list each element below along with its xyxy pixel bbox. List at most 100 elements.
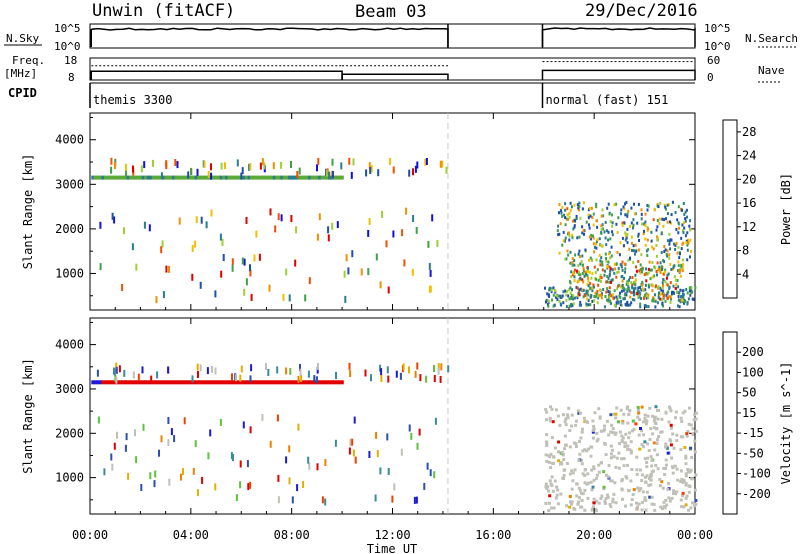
range-cell <box>692 418 696 422</box>
range-cell <box>579 262 582 266</box>
range-cell <box>650 458 654 462</box>
range-cell <box>349 438 352 446</box>
range-cell <box>623 221 626 225</box>
range-cell <box>682 241 685 245</box>
range-cell <box>557 450 560 454</box>
range-cell <box>632 244 635 248</box>
range-cell <box>669 247 672 251</box>
range-cell <box>587 447 591 451</box>
range-cell <box>426 462 429 470</box>
range-cell <box>164 175 168 180</box>
range-cell <box>563 239 566 243</box>
range-cell <box>641 282 644 286</box>
range-cell <box>693 450 697 454</box>
range-cell <box>154 175 158 180</box>
range-cell <box>626 289 629 293</box>
cpid-label: CPID <box>8 86 37 100</box>
range-cell <box>679 252 681 256</box>
range-cell <box>296 484 299 492</box>
range-cell <box>98 175 102 180</box>
range-cell <box>686 231 689 235</box>
range-cell <box>607 202 610 206</box>
range-cell <box>315 376 318 384</box>
range-cell <box>544 286 546 290</box>
range-cell <box>577 458 581 462</box>
range-cell <box>222 254 225 261</box>
range-cell <box>593 265 596 269</box>
range-cell <box>324 459 327 466</box>
range-cell <box>620 212 622 216</box>
range-cell <box>611 230 614 234</box>
range-cell <box>661 302 664 306</box>
range-cell <box>425 375 428 383</box>
range-cell <box>636 408 640 412</box>
range-cell <box>646 272 649 276</box>
range-cell <box>602 470 606 474</box>
range-cell <box>144 380 148 385</box>
range-cell <box>578 452 582 456</box>
range-cell <box>347 267 350 275</box>
range-cell <box>662 283 664 287</box>
range-cell <box>679 469 683 473</box>
range-cell <box>245 380 248 385</box>
range-cell <box>548 294 551 298</box>
date-label: 29/Dec/2016 <box>585 1 698 21</box>
range-cell <box>207 452 210 460</box>
range-cell <box>636 415 640 419</box>
range-cell <box>177 380 180 385</box>
range-cell <box>561 243 564 247</box>
range-cell <box>259 162 262 170</box>
range-cell <box>680 295 682 299</box>
range-cell <box>288 294 291 302</box>
range-cell <box>669 220 671 224</box>
range-cell <box>559 302 562 306</box>
range-cell <box>167 366 170 374</box>
range-cell <box>310 380 314 385</box>
range-cell <box>562 239 565 243</box>
range-cell <box>682 295 685 299</box>
range-cell <box>231 258 234 266</box>
range-cell <box>678 222 681 226</box>
range-cell <box>389 157 392 165</box>
range-cell <box>658 217 661 221</box>
range-cell <box>562 473 566 477</box>
range-cell <box>670 213 673 217</box>
range-cell <box>594 271 597 274</box>
range-cell <box>647 305 650 308</box>
range-cell <box>191 375 194 383</box>
range-cell <box>581 278 584 282</box>
range-cell <box>262 380 266 385</box>
range-cell <box>298 175 301 180</box>
range-cell <box>671 432 675 436</box>
range-cell <box>671 267 674 271</box>
range-cell <box>683 221 686 225</box>
range-cell <box>141 175 145 180</box>
range-cell <box>639 427 642 430</box>
range-cell <box>307 370 310 378</box>
range-cell <box>393 483 396 491</box>
range-cell <box>607 464 611 467</box>
range-cell <box>551 489 555 493</box>
range-cell <box>587 213 590 217</box>
range-cell <box>630 301 633 305</box>
range-cell <box>386 433 389 441</box>
range-cell <box>267 369 270 376</box>
range-cell <box>253 254 256 262</box>
range-cell <box>609 456 613 460</box>
range-cell <box>335 175 339 180</box>
range-cell <box>629 295 632 299</box>
range-cell <box>631 493 635 497</box>
range-cell <box>552 293 555 297</box>
range-cell <box>199 380 203 385</box>
range-cell <box>656 467 660 471</box>
range-cell <box>673 464 677 468</box>
range-cell <box>369 167 372 174</box>
range-cell <box>684 496 688 500</box>
range-cell <box>663 473 667 476</box>
range-cell <box>554 496 558 500</box>
range-cell <box>229 175 233 180</box>
range-cell <box>672 265 675 269</box>
range-cell <box>552 286 555 290</box>
range-cell <box>681 269 684 273</box>
range-cell <box>544 485 548 489</box>
